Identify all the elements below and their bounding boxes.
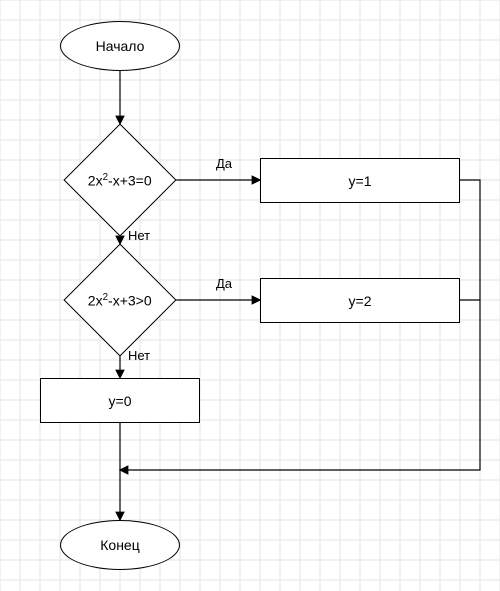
node-proc-y1: y=1 xyxy=(260,158,460,203)
node-end-label: Конец xyxy=(100,537,139,553)
node-proc-y2-label: y=2 xyxy=(349,293,372,309)
node-dec2-label: 2x2-x+3>0 xyxy=(88,292,152,309)
node-start: Начало xyxy=(60,21,180,71)
edge-label-no2: Нет xyxy=(128,348,150,363)
edge-label-yes1: Да xyxy=(216,156,232,171)
node-proc-y2: y=2 xyxy=(260,278,460,323)
edge-label-yes2: Да xyxy=(216,276,232,291)
node-dec1-label: 2x2-x+3=0 xyxy=(88,172,152,189)
node-proc-y0-label: y=0 xyxy=(109,393,132,409)
edge-label-no1: Нет xyxy=(128,228,150,243)
node-end: Конец xyxy=(60,520,180,570)
node-proc-y0: y=0 xyxy=(40,378,200,423)
node-start-label: Начало xyxy=(96,38,145,54)
node-proc-y1-label: y=1 xyxy=(349,173,372,189)
